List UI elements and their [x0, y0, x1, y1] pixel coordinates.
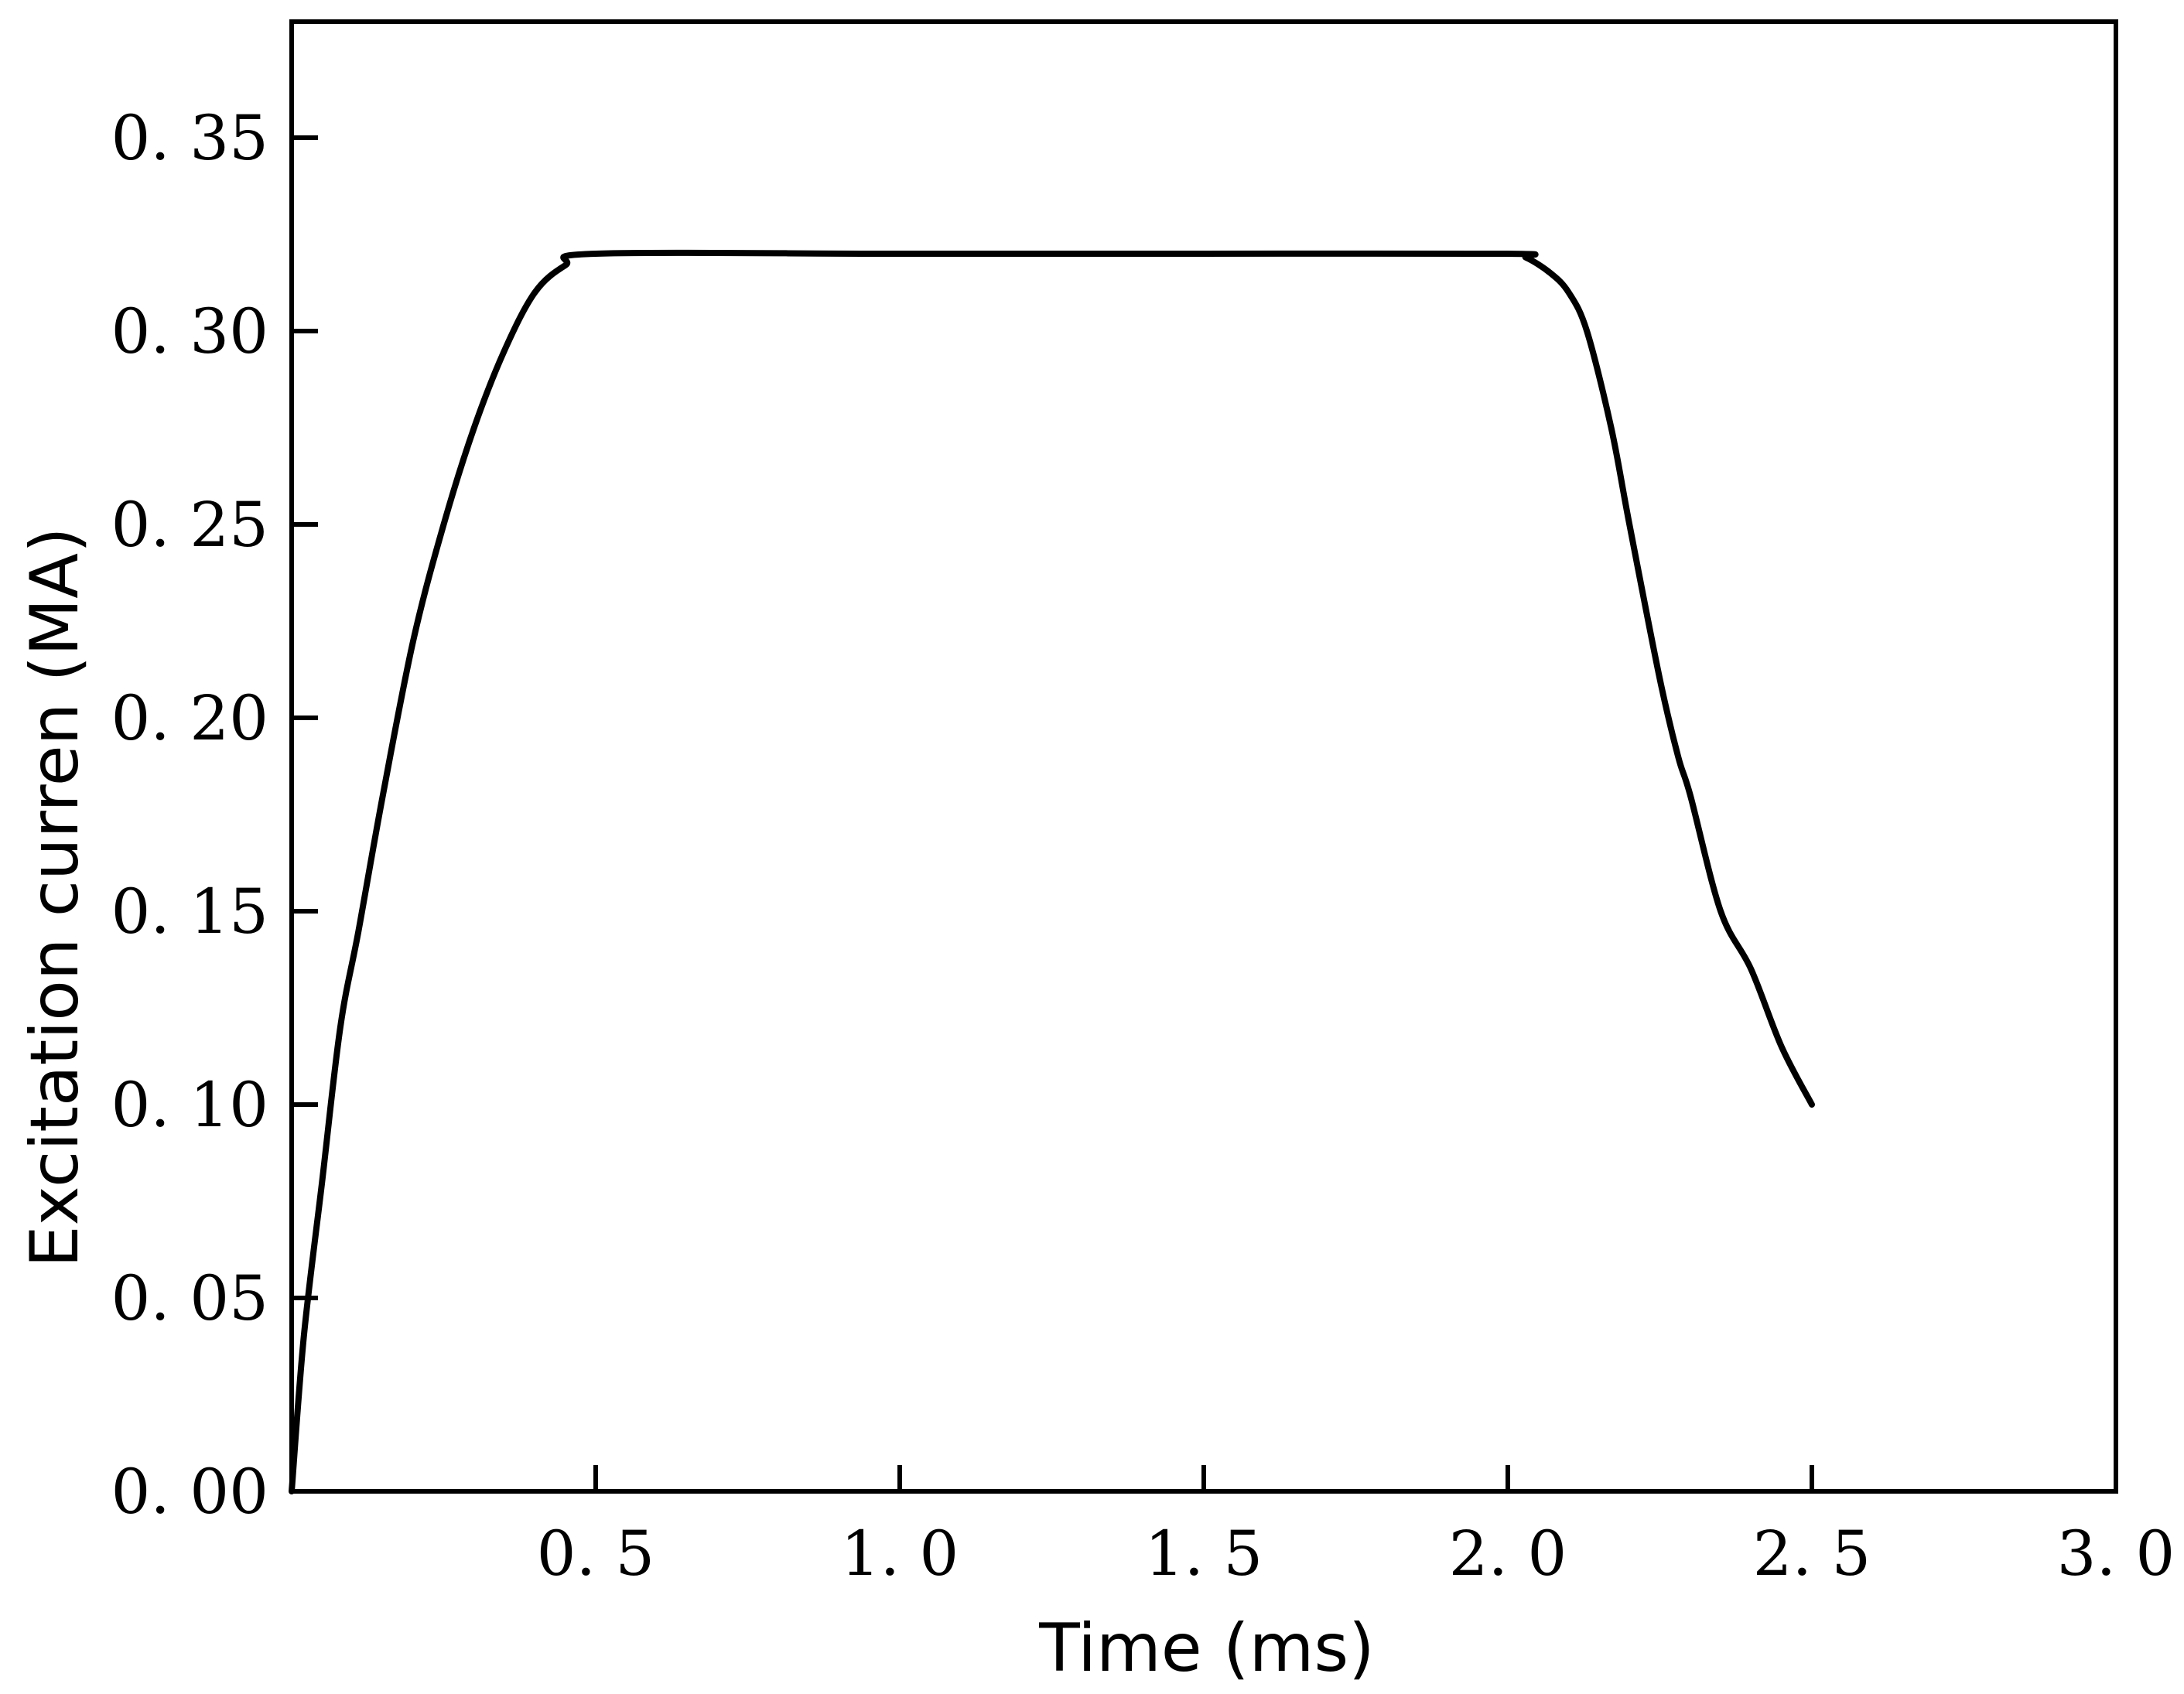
- plot-frame: [289, 19, 2118, 1494]
- y-tick-label: 0. 35: [111, 102, 268, 174]
- x-axis-label: Time (ms): [1038, 1610, 1375, 1687]
- x-tick-label: 0. 5: [537, 1518, 655, 1590]
- x-tick-label: 1. 0: [841, 1518, 959, 1590]
- y-axis-label: Excitation curren (MA): [16, 527, 94, 1267]
- x-tick-label: 3. 0: [2057, 1518, 2175, 1590]
- y-tick-label: 0. 15: [111, 876, 268, 948]
- x-tick-label: 2. 5: [1753, 1518, 1871, 1590]
- series-line: [289, 249, 1815, 1494]
- x-tick-label: 1. 5: [1145, 1518, 1263, 1590]
- x-tick-label: 2. 0: [1449, 1518, 1567, 1590]
- y-tick-label: 0. 20: [111, 682, 268, 754]
- y-tick-label: 0. 30: [111, 295, 268, 367]
- y-tick-label: 0. 00: [111, 1456, 268, 1528]
- y-axis: 0. 00 0. 05 0. 10 0. 15 0. 20 0. 25 0. 30 0. 35: [111, 102, 318, 1528]
- y-tick-label: 0. 10: [111, 1069, 268, 1141]
- y-tick-label: 0. 25: [111, 489, 268, 561]
- y-tick-label: 0. 05: [111, 1262, 268, 1334]
- x-axis: 0. 5 1. 0 1. 5 2. 0 2. 5 3. 0: [537, 1465, 2175, 1590]
